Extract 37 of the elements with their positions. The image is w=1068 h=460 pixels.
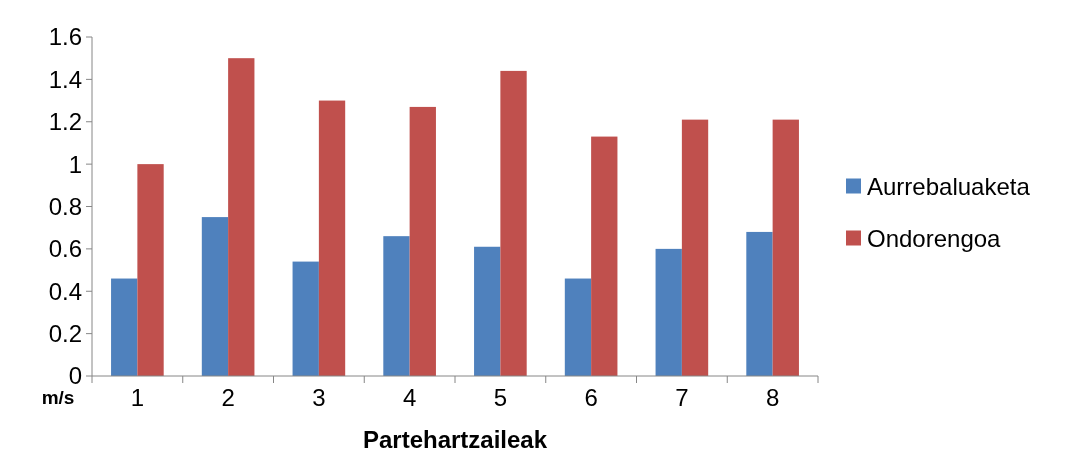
bar [409, 106, 436, 376]
x-tick-label: 8 [765, 384, 780, 411]
bar [655, 248, 682, 376]
y-tick-label: 1.6 [48, 23, 82, 51]
bar [111, 278, 138, 376]
bar [318, 100, 346, 376]
bar [228, 58, 255, 376]
bar [383, 236, 410, 376]
bar [201, 217, 229, 376]
y-tick-label: 0.6 [48, 235, 82, 263]
y-tick-label: 1.2 [48, 108, 82, 136]
bar [500, 70, 527, 376]
bar [474, 246, 501, 376]
x-tick-label: 2 [221, 384, 235, 411]
x-tick-label: 6 [584, 384, 598, 411]
y-tick-label: 0.4 [48, 277, 82, 305]
bar [591, 136, 618, 376]
y-axis-title: m/s [41, 387, 75, 408]
x-tick-label: 7 [675, 384, 689, 411]
bar [746, 231, 773, 376]
bar [137, 164, 164, 376]
y-tick-label: 0.8 [48, 192, 82, 220]
legend-label: Ondorengoa [867, 224, 1002, 252]
y-tick-label: 0 [68, 362, 82, 390]
bar [772, 119, 799, 376]
x-tick-label: 1 [130, 384, 145, 411]
x-axis-title: Partehartzaileak [362, 426, 548, 453]
y-tick-label: 0.2 [48, 320, 82, 348]
bar [564, 278, 592, 376]
legend-label: Aurrebaluaketa [867, 172, 1031, 200]
bar [681, 119, 709, 376]
bar [292, 261, 319, 376]
y-tick-label: 1.4 [48, 65, 82, 93]
y-tick-label: 1 [68, 150, 82, 178]
x-tick-label: 5 [493, 384, 508, 411]
x-tick-label: 3 [312, 384, 326, 411]
x-tick-label: 4 [402, 384, 417, 411]
